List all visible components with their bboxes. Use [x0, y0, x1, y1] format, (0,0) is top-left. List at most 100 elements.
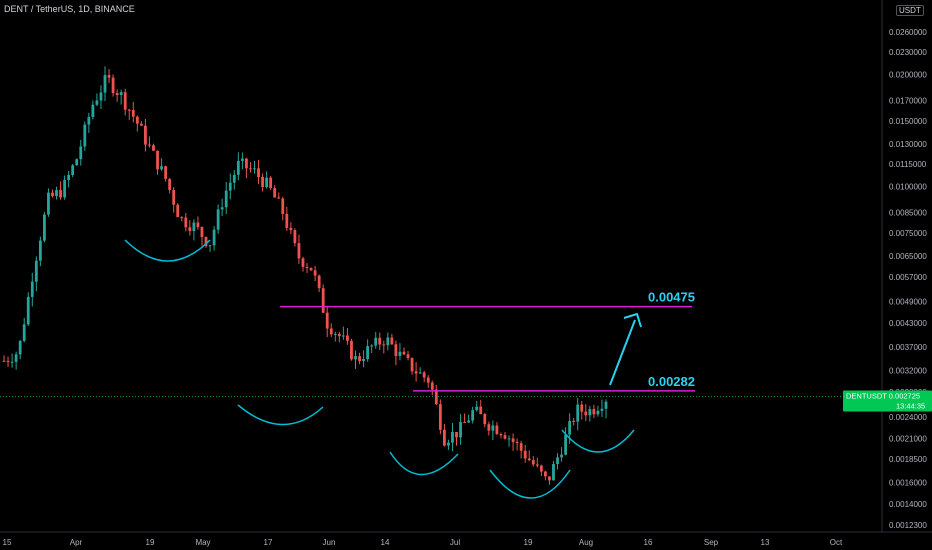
price-tick-label: 0.0014000 [889, 500, 927, 509]
time-tick-label: Aug [579, 538, 593, 547]
candle-body [253, 168, 256, 170]
candle-body [160, 166, 163, 170]
candle-body [604, 401, 608, 409]
candle-body [14, 354, 18, 362]
candle-body [491, 425, 495, 431]
candle-body [398, 351, 402, 356]
pattern-arc[interactable] [124, 239, 211, 262]
candle-body [434, 389, 438, 405]
candle-body [236, 160, 240, 175]
time-tick-label: May [195, 538, 210, 547]
candle-body [511, 438, 515, 442]
candle-body [564, 434, 567, 455]
candle-body [43, 214, 46, 241]
candle-body [115, 93, 119, 96]
candle-body [224, 190, 228, 208]
candle-body [38, 240, 42, 261]
candle-body [22, 324, 26, 341]
candle-body [168, 178, 172, 190]
candle-body [309, 267, 313, 271]
time-tick-label: 15 [3, 538, 12, 547]
pattern-arc[interactable] [237, 404, 324, 426]
candle-body [208, 245, 212, 247]
candle-body [430, 382, 434, 390]
candle-body [402, 351, 406, 355]
candle-body [285, 213, 289, 228]
candle-body [459, 422, 462, 438]
candle-body [463, 422, 466, 424]
time-tick-label: 16 [644, 538, 653, 547]
candle-body [519, 443, 523, 451]
breakout-arrow[interactable] [609, 319, 636, 386]
price-tick-label: 0.0150000 [889, 117, 927, 126]
candle-body [560, 454, 563, 458]
price-tick-label: 0.0115000 [889, 160, 927, 169]
price-tick-label: 0.0085000 [889, 209, 927, 218]
candle-body [572, 420, 576, 422]
candle-body [119, 92, 123, 96]
price-tick-label: 0.0037000 [889, 343, 927, 352]
candle-body [111, 77, 115, 94]
candle-body [10, 361, 14, 363]
time-axis[interactable]: 15 Apr 19 May 17 Jun 14 Jul 19 Aug 16 Sep 13 Oct [0, 531, 932, 547]
candle-body [273, 188, 277, 198]
candle-body [317, 275, 321, 289]
candle-body [479, 406, 483, 415]
pattern-arc[interactable] [389, 451, 459, 476]
candle-body [212, 229, 216, 246]
candle-body [325, 312, 329, 329]
candle-body [228, 182, 232, 191]
candle-body [240, 158, 244, 161]
time-tick-label: 13 [761, 538, 770, 547]
candle-body [552, 464, 555, 481]
candle-body [350, 340, 353, 360]
candle-body [289, 227, 293, 231]
candle-body [55, 190, 58, 197]
price-tick-label: 0.0018500 [889, 455, 927, 464]
candle-body [131, 110, 135, 117]
candle-body [531, 460, 535, 465]
candle-body [192, 222, 196, 232]
candle-body [269, 177, 273, 189]
time-tick-label: 14 [381, 538, 390, 547]
candle-body [410, 357, 414, 372]
candle-body [329, 328, 333, 335]
candle-body [451, 432, 454, 443]
level-label-upper: 0.00475 [648, 290, 695, 305]
level-label-lower: 0.00282 [648, 374, 695, 389]
candle-body [406, 354, 410, 358]
time-tick-label: Oct [830, 538, 843, 547]
candle-body [378, 337, 382, 345]
candle-body [47, 192, 50, 215]
price-axis[interactable]: 0.0260000 0.0230000 0.0200000 0.0170000 0.01… [843, 0, 932, 532]
candle-body [156, 150, 159, 170]
price-tag-symbol: DENTUSDT 0.002725 [846, 391, 920, 400]
candle-body [483, 414, 487, 425]
candle-body [346, 335, 349, 341]
candle-body [354, 356, 357, 360]
candle-body [152, 145, 155, 151]
currency-badge[interactable]: USDT [896, 5, 924, 16]
candle-body [220, 207, 224, 210]
price-tick-label: 0.0012300 [889, 521, 927, 530]
candle-body [107, 75, 111, 78]
pattern-arc[interactable] [489, 469, 571, 499]
candle-body [196, 222, 200, 228]
candle-body [341, 335, 345, 337]
price-tick-label: 0.0043000 [889, 319, 927, 328]
candle-body [333, 333, 337, 335]
pattern-arc[interactable] [561, 429, 635, 453]
candle-body [301, 258, 305, 267]
candle-body [18, 340, 22, 355]
candle-body [362, 359, 365, 362]
time-tick-label: Jul [450, 538, 460, 547]
candle-body [422, 372, 426, 378]
candle-body [245, 158, 248, 169]
candle-body [527, 458, 531, 461]
candle-body [471, 410, 475, 421]
candle-body [75, 159, 79, 166]
price-tick-label: 0.0260000 [889, 28, 927, 37]
candle-body [204, 237, 208, 246]
